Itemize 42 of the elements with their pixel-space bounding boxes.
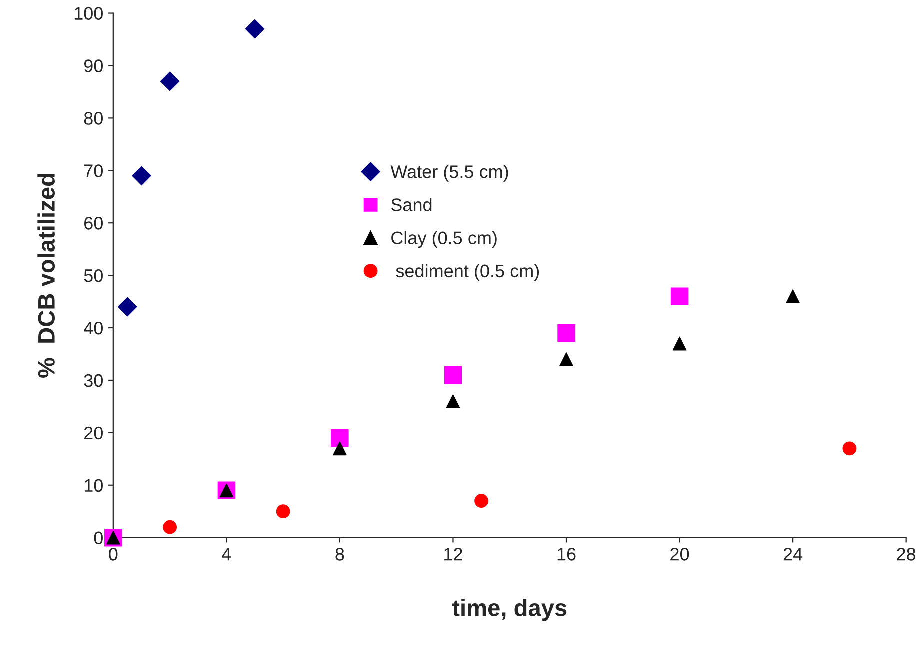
point xyxy=(333,442,347,456)
point xyxy=(560,352,574,366)
y-tick-label: 10 xyxy=(84,479,103,492)
x-tick-label: 8 xyxy=(336,548,344,561)
point xyxy=(842,442,857,456)
point xyxy=(245,19,265,39)
point xyxy=(118,297,138,317)
legend-label: Clay (0.5 cm) xyxy=(392,231,497,248)
y-tick-label: 50 xyxy=(84,269,103,282)
point xyxy=(132,166,152,186)
y-tick-label: 100 xyxy=(74,7,103,20)
x-tick-label: 24 xyxy=(784,548,803,561)
point xyxy=(444,366,462,384)
point xyxy=(558,324,576,342)
y-tick-label: 40 xyxy=(84,322,103,335)
point xyxy=(786,290,800,304)
x-tick-label: 16 xyxy=(558,548,576,561)
y-tick-label: 60 xyxy=(84,217,103,230)
x-tick-label: 4 xyxy=(222,548,232,561)
y-tick-label: 20 xyxy=(84,426,103,440)
point xyxy=(670,288,689,306)
y-tick-label: 90 xyxy=(84,60,103,72)
y-tick-label: 0 xyxy=(94,532,103,545)
y-axis-title: % DCB volatilized xyxy=(38,174,56,378)
point xyxy=(474,494,488,508)
x-axis-title: time, days xyxy=(452,599,567,622)
y-tick-label: 80 xyxy=(84,112,103,125)
point xyxy=(160,72,180,92)
legend-label: Water (5.5 cm) xyxy=(390,165,508,182)
point xyxy=(672,336,687,351)
point xyxy=(276,504,290,519)
legend-label: sediment (0.5 cm) xyxy=(396,264,540,282)
point xyxy=(331,429,349,448)
x-tick-label: 0 xyxy=(109,548,118,561)
x-tick-label: 20 xyxy=(670,548,690,561)
y-tick-label: 30 xyxy=(84,374,103,388)
x-tick-label: 12 xyxy=(444,548,462,561)
point xyxy=(446,394,460,408)
legend-label: Sand xyxy=(391,198,432,212)
point xyxy=(163,520,177,534)
y-tick-label: 70 xyxy=(84,164,103,178)
x-tick-label: 28 xyxy=(897,548,916,561)
